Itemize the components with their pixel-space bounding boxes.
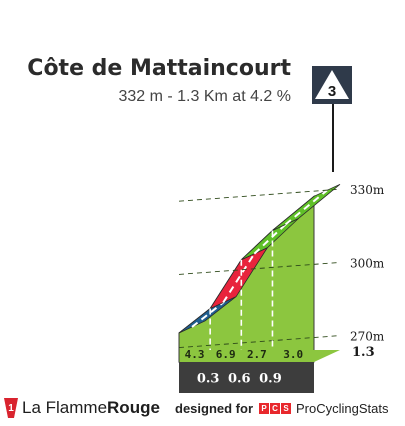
pcs-logo: P C S (259, 403, 292, 414)
partner-name: ProCyclingStats (296, 401, 389, 416)
y-tick-label-2: 300m (350, 256, 385, 270)
center-line-4 (284, 189, 328, 226)
center-line-1 (191, 301, 224, 328)
gradient-label-4: 3.0 (283, 348, 303, 361)
x-tick-label-1: 0.3 (197, 372, 220, 387)
climb-stats: 332 m - 1.3 Km at 4.2 % (118, 88, 291, 105)
category-number: 3 (328, 83, 336, 100)
category-marker: 3 (312, 66, 352, 172)
center-line-2 (222, 253, 256, 304)
x-tick-label-2: 0.6 (228, 372, 251, 387)
gradient-label-3: 2.7 (247, 348, 267, 361)
gradient-label-2: 6.9 (216, 348, 236, 361)
la-flamme-rouge-logo: 1 La FlammeRouge (4, 398, 160, 418)
pcs-letter-c: C (270, 403, 281, 414)
category-triangle (315, 70, 349, 99)
climb-title: Côte de Mattaincourt (27, 56, 291, 81)
pcs-letter-p: P (259, 403, 270, 414)
credit-line: designed for P C S ProCyclingStats (175, 401, 389, 416)
designed-for-label: designed for (175, 401, 254, 416)
svg-text:1: 1 (8, 403, 14, 414)
x-tick-label-4: 1.3 (352, 345, 375, 360)
gradient-label-1: 4.3 (185, 348, 205, 361)
brand-light: La Flamme (22, 398, 108, 417)
pcs-letter-s: S (281, 403, 292, 414)
brand-bold: Rouge (107, 398, 160, 417)
flame-icon: 1 (4, 398, 18, 418)
distance-base (179, 362, 314, 393)
y-tick-label-3: 330m (350, 183, 385, 197)
y-tick-label-1: 270m (350, 330, 385, 344)
base-top-face (179, 350, 340, 362)
x-tick-label-3: 0.9 (259, 372, 282, 387)
